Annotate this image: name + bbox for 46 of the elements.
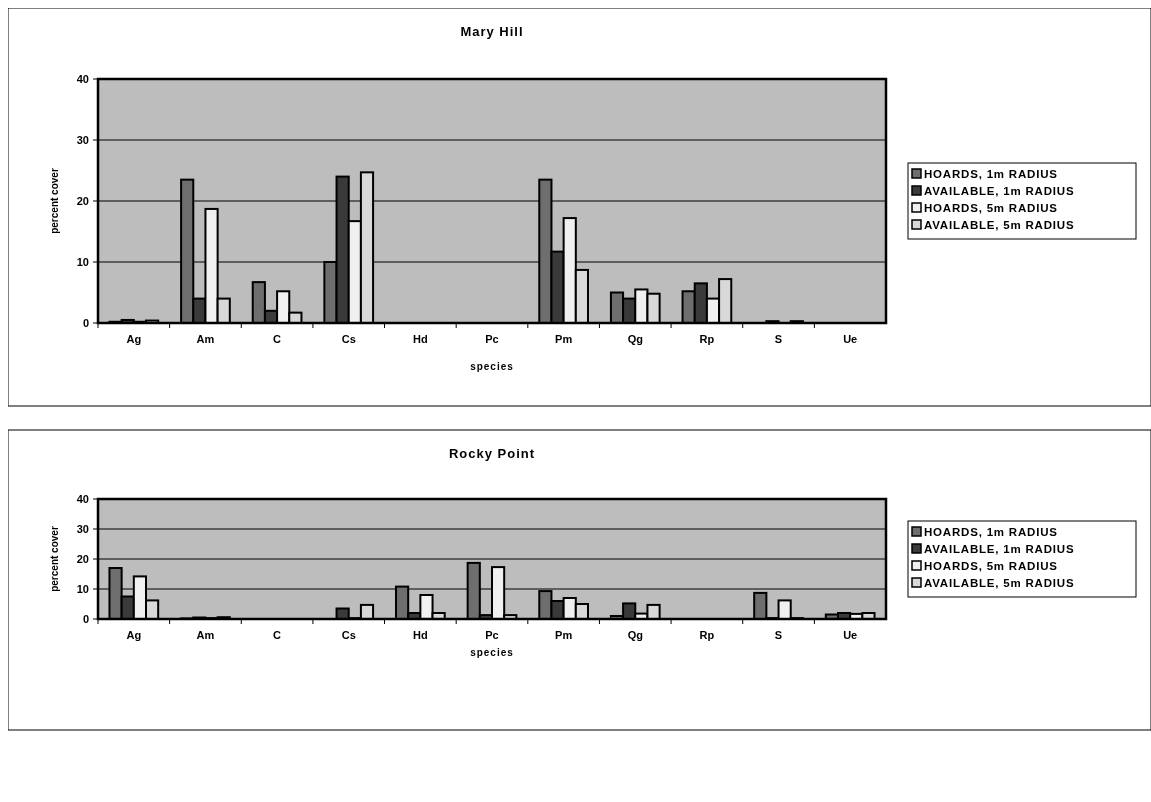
chart-title: Mary Hill (460, 24, 524, 39)
y-tick-label: 0 (82, 613, 89, 625)
x-tick-label: Pc (485, 333, 499, 345)
x-tick-label: C (273, 333, 282, 345)
x-tick-label: S (774, 629, 783, 641)
y-tick-label: 20 (76, 553, 89, 565)
legend-label: AVAILABLE, 1m RADIUS (924, 185, 1075, 197)
legend-label: HOARDS, 1m RADIUS (924, 526, 1058, 538)
x-tick-label: Am (196, 333, 215, 345)
x-tick-label: Qg (627, 629, 643, 641)
chart-title: Rocky Point (448, 446, 536, 461)
legend-label: HOARDS, 5m RADIUS (924, 202, 1058, 214)
x-tick-label: Pm (555, 333, 573, 345)
x-tick-label: Pm (555, 629, 573, 641)
y-tick-label: 10 (76, 256, 89, 268)
y-axis-title: percent cover (49, 168, 60, 234)
x-tick-label: Cs (341, 629, 356, 641)
x-tick-label: Ue (843, 333, 858, 345)
x-tick-label: Rp (699, 333, 715, 345)
y-tick-label: 10 (76, 583, 89, 595)
x-tick-label: Hd (413, 333, 428, 345)
y-axis-title: percent cover (49, 526, 60, 592)
y-tick-label: 30 (76, 134, 89, 146)
x-tick-label: Ue (843, 629, 858, 641)
legend-label: HOARDS, 1m RADIUS (924, 168, 1058, 180)
legend-label: AVAILABLE, 1m RADIUS (924, 543, 1075, 555)
x-tick-label: Ag (126, 333, 142, 345)
y-tick-label: 20 (76, 195, 89, 207)
x-axis-title: species (470, 647, 514, 658)
legend-label: AVAILABLE, 5m RADIUS (924, 219, 1075, 231)
x-axis-title: species (470, 361, 514, 372)
x-tick-label: Ag (126, 629, 142, 641)
x-tick-label: Cs (341, 333, 356, 345)
x-tick-label: Pc (485, 629, 499, 641)
y-tick-label: 0 (82, 317, 89, 329)
x-tick-label: Qg (627, 333, 643, 345)
x-tick-label: C (273, 629, 282, 641)
x-tick-label: Am (196, 629, 215, 641)
legend-label: AVAILABLE, 5m RADIUS (924, 577, 1075, 589)
y-tick-label: 40 (76, 493, 89, 505)
x-tick-label: Hd (413, 629, 428, 641)
x-tick-label: Rp (699, 629, 715, 641)
y-tick-label: 30 (76, 523, 89, 535)
y-tick-label: 40 (76, 73, 89, 85)
x-tick-label: S (774, 333, 783, 345)
legend-label: HOARDS, 5m RADIUS (924, 560, 1058, 572)
